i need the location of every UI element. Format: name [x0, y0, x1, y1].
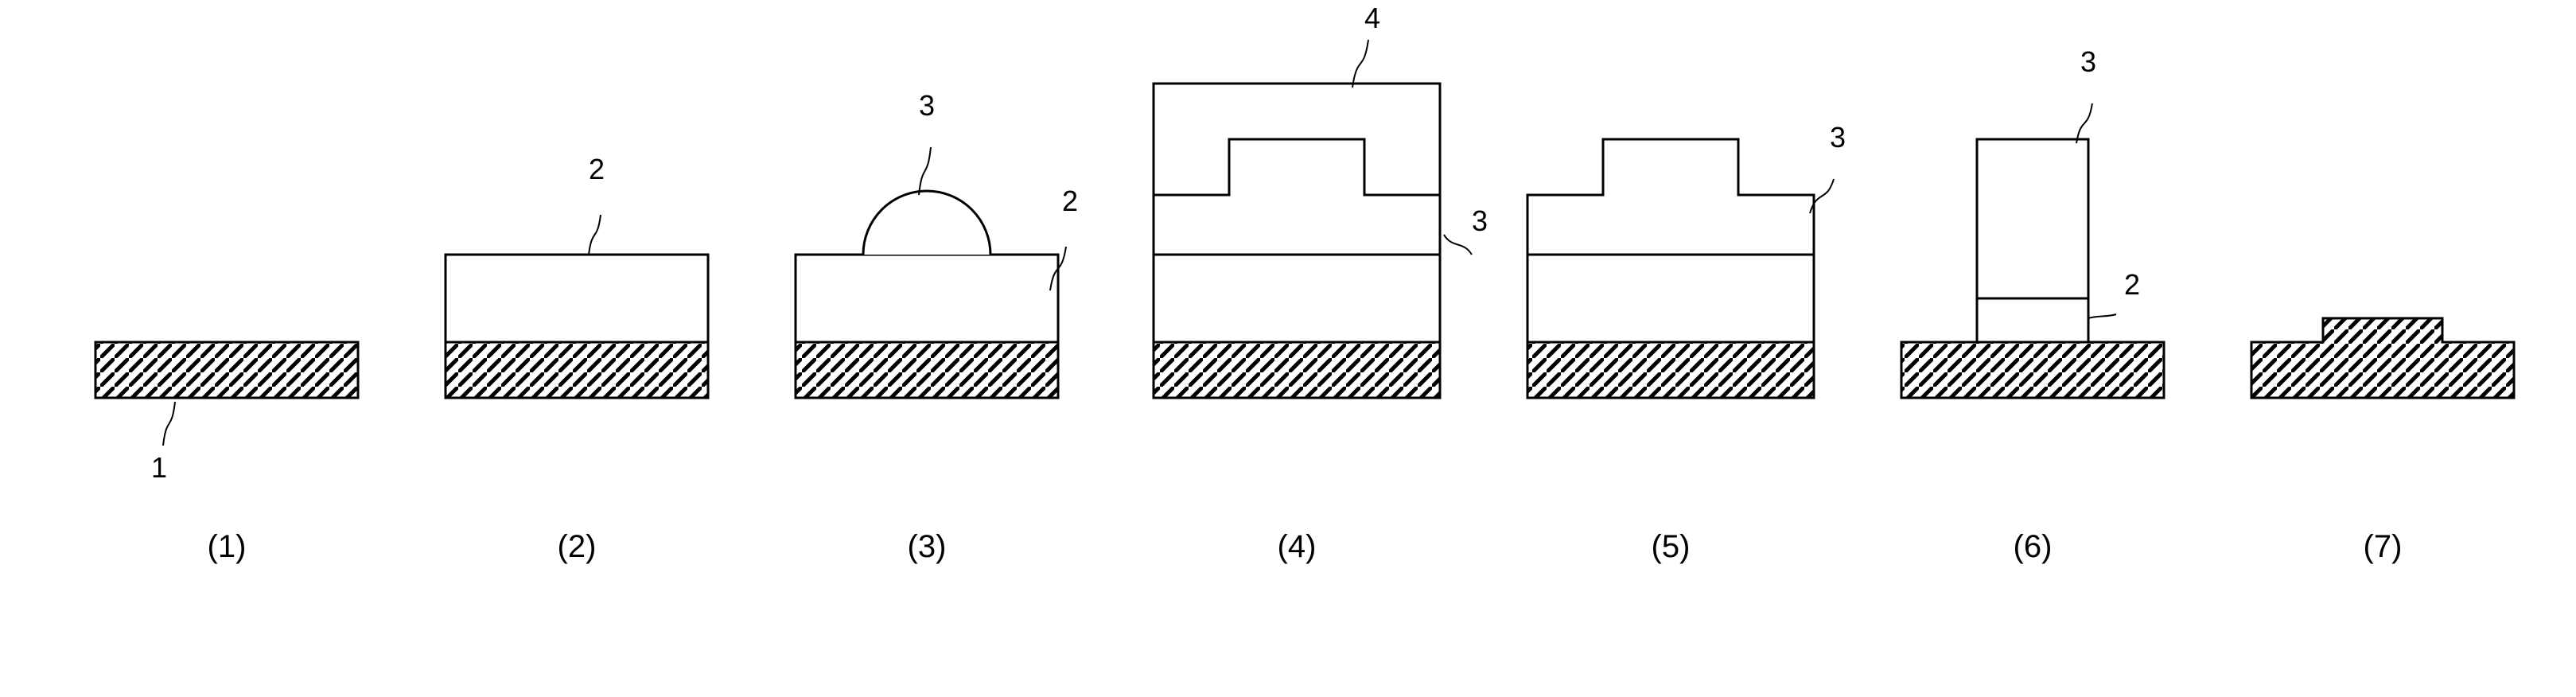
svg-text:(1): (1): [208, 529, 247, 564]
svg-text:1: 1: [151, 451, 167, 484]
svg-text:(4): (4): [1278, 529, 1317, 564]
svg-text:3: 3: [919, 89, 935, 122]
svg-text:3: 3: [1472, 204, 1488, 237]
svg-text:(2): (2): [558, 529, 597, 564]
svg-text:2: 2: [1062, 185, 1078, 217]
svg-text:(5): (5): [1652, 529, 1691, 564]
svg-text:4: 4: [1364, 2, 1380, 34]
svg-text:(7): (7): [2364, 529, 2403, 564]
svg-text:2: 2: [2124, 268, 2140, 301]
svg-text:2: 2: [589, 153, 605, 185]
svg-text:3: 3: [2080, 45, 2096, 78]
svg-text:3: 3: [1830, 121, 1846, 154]
svg-text:(3): (3): [908, 529, 947, 564]
svg-text:(6): (6): [2014, 529, 2053, 564]
